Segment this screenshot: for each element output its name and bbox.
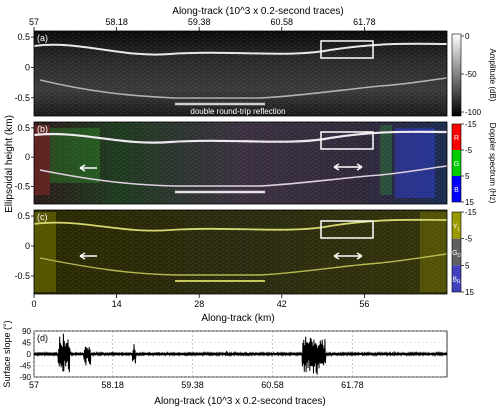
panel-frame: [33, 30, 448, 117]
x-tick-label: 42: [277, 299, 287, 309]
y-tick-label: 0.5: [17, 32, 30, 42]
x-tick-label: 56: [359, 299, 369, 309]
colorbar-doppler-label: Doppler spectrum (Hz): [488, 123, 497, 204]
y-tick-label: 0.5: [17, 211, 30, 221]
y-tick-label: -90: [19, 373, 31, 382]
colorbar-doppler-rgb: R G B -15 -5 5 15 Doppler spectrum (Hz): [451, 120, 497, 207]
colorbar-tick-label: 0: [465, 32, 470, 41]
x-tick-label: 58.18: [101, 380, 124, 390]
panel-c-highlight-box: [320, 220, 374, 239]
colorbar-band-label: BR: [452, 277, 461, 286]
colorbar-tick-label: -15: [465, 208, 477, 217]
colorbar-band: [452, 265, 461, 292]
panel-b-basal-layer: [39, 165, 448, 187]
colorbar-band: [452, 238, 461, 266]
y-axis-title: Ellipsoidal height (km): [4, 115, 15, 213]
colorbar-tick-label: -50: [465, 70, 477, 79]
panel-c-arrow-left: [79, 252, 97, 260]
y-tick-label: -0.5: [14, 93, 30, 103]
top-axis-ticks: 57 58.18 59.38 60.58 61.78: [29, 17, 376, 31]
y-tick-label: -0.5: [14, 271, 30, 281]
panel-b-arrow-left: [79, 164, 97, 172]
panel-c-x-axis-title: Along-track (km): [201, 313, 274, 324]
colorbar-tick-label: -5: [465, 146, 473, 155]
colorbar-band: [452, 150, 461, 176]
colorbar-tick-label: 15: [465, 288, 474, 297]
x-tick-label: 57: [29, 380, 39, 390]
panel-b-label: (b): [37, 124, 48, 134]
y-tick-label: 0: [25, 152, 30, 162]
panel-d-x-axis-title: Along-track (10^3 x 0.2-second traces): [154, 396, 325, 407]
panel-c-surface-reflection: [33, 218, 448, 232]
panel-b-arrow-double: [333, 163, 363, 171]
y-tick-label: -0.5: [14, 181, 30, 191]
x-tick-label: 14: [112, 299, 122, 309]
x-tick-label: 0: [31, 299, 36, 309]
panel-c: (c): [33, 210, 448, 294]
panel-d-label: (d): [37, 333, 48, 343]
panel-b-highlight-box: [320, 131, 374, 150]
top-axis-title: Along-track (10^3 x 0.2-second traces): [172, 6, 343, 17]
colorbar-tick-label: -15: [465, 120, 477, 129]
panel-c-arrow-double: [333, 252, 363, 260]
colorbar-tick-label: 5: [465, 172, 470, 181]
y-tick-label: 90: [22, 327, 31, 336]
y-tick-label: 0.5: [17, 123, 30, 133]
panel-a-surface-reflection: [33, 42, 448, 56]
y-tick-label: -45: [19, 362, 31, 371]
panel-a: double round-trip reflection (a): [33, 31, 448, 116]
top-tick-label: 58.18: [105, 17, 128, 27]
panel-a-label: (a): [37, 33, 48, 43]
panel-b: (b): [33, 122, 448, 204]
panel-d-slope-line: [33, 333, 448, 375]
panel-frame: [33, 121, 448, 205]
colorbar-band: [452, 176, 461, 202]
colorbar-tick-label: -5: [465, 235, 473, 244]
top-tick-label: 59.38: [188, 17, 211, 27]
colorbar-band-label: R: [454, 135, 459, 142]
colorbar-tick-label: 15: [465, 198, 474, 207]
x-tick-label: 28: [194, 299, 204, 309]
y-tick-label: 45: [22, 339, 31, 348]
x-tick-label: 61.78: [341, 380, 364, 390]
colorbar-band-label: B: [454, 187, 459, 194]
x-tick-label: 60.58: [261, 380, 284, 390]
y-tick-label: 0: [25, 241, 30, 251]
panel-frames: 0.5 0 -0.5 0.5 0 -0.5 0.5 0 -0.5: [14, 30, 448, 295]
colorbar-band: [452, 212, 461, 239]
panel-a-annotation: double round-trip reflection: [190, 107, 285, 116]
colorbar-tick-label: 5: [465, 261, 470, 270]
panel-c-x-ticks: 0 14 28 42 56: [31, 294, 369, 309]
colorbar-amplitude: 0 -50 -100 Amplitude (dB): [451, 32, 497, 117]
panel-a-basal-layer: [39, 77, 448, 99]
panel-frame: [33, 209, 448, 295]
panel-c-basal-layer: [39, 253, 448, 276]
colorbar-band-label: YL: [453, 223, 461, 232]
top-tick-label: 60.58: [271, 17, 294, 27]
colorbar-amplitude-label: Amplitude (dB): [488, 49, 497, 102]
colorbar-doppler-ygb: YL GD BR -15 -5 5 15: [451, 208, 477, 297]
y-tick-label: 0: [25, 62, 30, 72]
colorbar-band: [452, 124, 461, 150]
x-tick-label: 59.38: [181, 380, 204, 390]
panel-d: 90 45 0 -45 -90 57 58.18 59.38 60.58 61.78 (d) S…: [2, 320, 448, 407]
panel-b-surface-reflection: [33, 130, 448, 144]
colorbar-tick-label: -100: [465, 108, 482, 117]
panel-c-label: (c): [37, 212, 48, 222]
colorbar-band-label: GD: [452, 250, 461, 259]
panel-d-y-axis-title: Surface slope (°): [2, 320, 12, 387]
top-tick-label: 57: [29, 17, 39, 27]
top-tick-label: 61.78: [353, 17, 376, 27]
y-tick-label: 0: [27, 350, 32, 359]
colorbar-band-label: G: [454, 161, 459, 168]
panel-a-highlight-box: [320, 40, 374, 59]
